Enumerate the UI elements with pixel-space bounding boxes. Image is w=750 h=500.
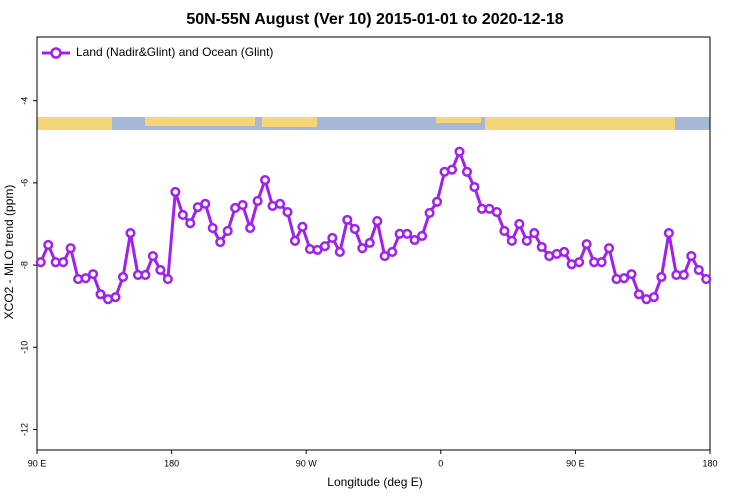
data-point [185, 218, 196, 229]
data-point [633, 289, 645, 300]
data-point [170, 186, 181, 197]
data-point [618, 273, 630, 284]
data-point [245, 223, 256, 234]
data-point [364, 237, 375, 248]
x-tick-label: 90 E [566, 458, 585, 468]
data-point [514, 218, 525, 230]
data-point [177, 209, 188, 220]
data-point [379, 250, 390, 262]
data-point [207, 223, 218, 234]
data-point [357, 243, 368, 254]
x-tick-label: 90 W [296, 458, 318, 468]
data-point [215, 237, 226, 248]
data-point [125, 227, 136, 239]
data-point [678, 269, 689, 280]
x-axis-label: Longitude (deg E) [327, 475, 422, 489]
data-point [536, 241, 547, 253]
legend: Land (Nadir&Glint) and Ocean (Glint) [42, 45, 273, 59]
data-point [461, 166, 473, 177]
data-point [88, 269, 99, 280]
data-point [327, 232, 338, 244]
x-tick-label: 180 [702, 458, 717, 468]
data-point [424, 207, 435, 218]
data-point [200, 198, 211, 209]
data-point [409, 234, 420, 246]
data-point [648, 292, 659, 303]
plot-frame [36, 36, 711, 451]
map-strip [37, 117, 710, 130]
data-point [581, 239, 592, 250]
data-point [432, 196, 443, 207]
y-tick-label: -10 [19, 341, 29, 354]
data-point [342, 214, 353, 225]
data-point [58, 257, 69, 268]
data-point [402, 228, 413, 239]
data-point [686, 250, 697, 262]
data-point [596, 257, 607, 268]
chart-title: 50N-55N August (Ver 10) 2015-01-01 to 20… [186, 11, 563, 28]
y-axis-label: XCO2 - MLO trend (ppm) [2, 185, 16, 320]
data-point [693, 264, 704, 276]
data-point [237, 200, 248, 211]
data-point [162, 273, 173, 285]
data-point [454, 146, 465, 157]
data-point [282, 207, 293, 218]
data-point [289, 235, 301, 246]
data-point [387, 246, 398, 257]
data-point [626, 269, 637, 280]
data-point [274, 198, 286, 209]
data-point [559, 246, 570, 257]
data-point [80, 273, 91, 284]
x-tick-label: 90 E [28, 458, 47, 468]
y-tick-label: -6 [19, 179, 29, 187]
data-point [446, 164, 458, 175]
y-tick-label: -8 [19, 261, 29, 269]
data-point [469, 181, 480, 193]
data-point [506, 235, 517, 246]
data-point [604, 243, 615, 254]
data-point [65, 243, 76, 254]
data-point [222, 225, 233, 237]
data-point [43, 239, 54, 250]
data-point [499, 225, 510, 237]
data-point [117, 271, 129, 283]
data-point [372, 216, 383, 227]
data-point [35, 257, 46, 268]
x-tick-label: 0 [438, 458, 443, 468]
data-point [297, 221, 308, 232]
y-tick-label: -4 [19, 97, 29, 105]
data-point [252, 195, 263, 207]
data-point [349, 223, 360, 234]
data-point [95, 289, 106, 300]
data-point [260, 174, 271, 186]
data-point [147, 250, 158, 262]
data-point [155, 264, 166, 276]
data-point [319, 241, 330, 252]
legend-label: Land (Nadir&Glint) and Ocean (Glint) [76, 45, 273, 59]
data-point [574, 257, 585, 268]
legend-marker [50, 47, 62, 59]
data-point [491, 207, 502, 218]
data-point [521, 235, 532, 246]
data-point [312, 244, 323, 255]
data-point [529, 227, 540, 239]
x-tick-label: 180 [164, 458, 179, 468]
data-point [417, 230, 428, 241]
y-tick-label: -12 [19, 423, 29, 436]
data-point [334, 246, 345, 257]
data-point [110, 292, 121, 303]
data-point [663, 227, 674, 239]
data-point [701, 273, 712, 285]
data-point [140, 269, 151, 280]
data-point [656, 271, 667, 283]
